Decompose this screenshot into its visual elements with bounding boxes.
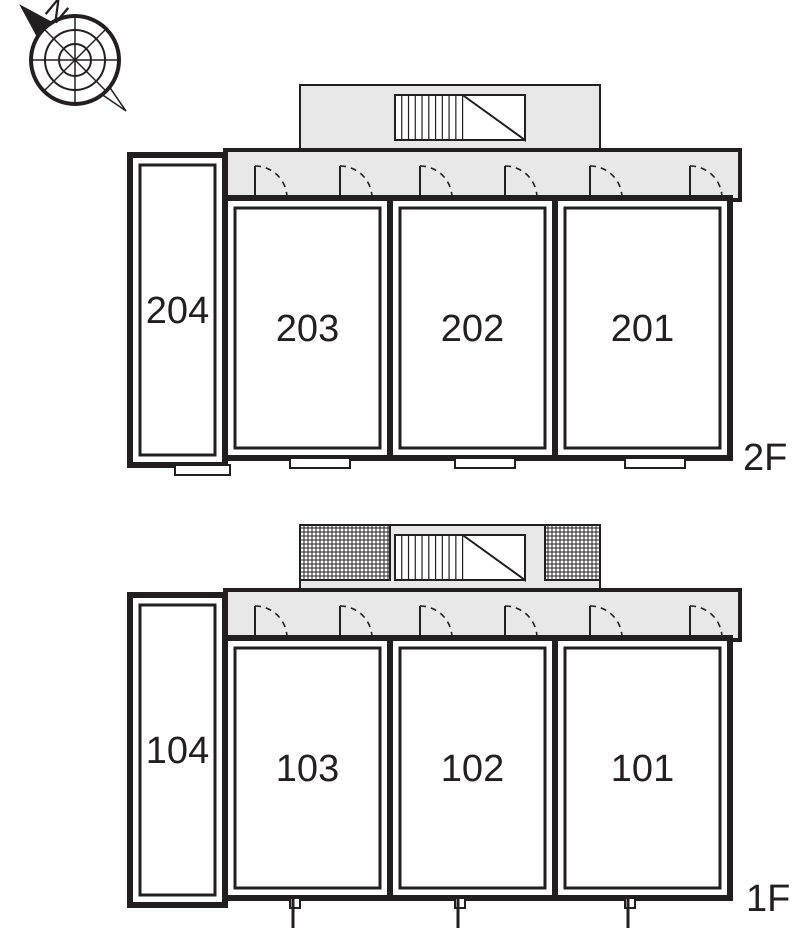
unit-203: 203	[225, 198, 390, 458]
unit-label: 104	[146, 730, 209, 772]
ventilation-grill	[300, 525, 390, 580]
unit-104: 104	[130, 595, 225, 905]
floor-label: 2F	[743, 437, 787, 479]
window-marker	[290, 458, 350, 468]
floor-plan-diagram: N2042032022012F1041031021011F	[0, 0, 800, 941]
window-marker	[175, 465, 230, 475]
unit-label: 102	[441, 748, 504, 790]
unit-102: 102	[390, 638, 555, 898]
unit-label: 204	[146, 290, 209, 332]
unit-103: 103	[225, 638, 390, 898]
staircase-icon	[395, 95, 525, 140]
corridor	[225, 590, 740, 640]
ventilation-grill	[545, 525, 600, 580]
unit-label: 201	[611, 308, 674, 350]
staircase-icon	[395, 535, 525, 580]
floor-label: 1F	[746, 878, 790, 920]
window-marker	[455, 458, 515, 468]
window-marker	[625, 458, 685, 468]
unit-202: 202	[390, 198, 555, 458]
unit-label: 101	[611, 748, 674, 790]
unit-label: 103	[276, 748, 339, 790]
unit-label: 203	[276, 308, 339, 350]
corridor	[225, 150, 740, 200]
unit-label: 202	[441, 308, 504, 350]
unit-204: 204	[130, 155, 225, 465]
unit-201: 201	[555, 198, 730, 458]
unit-101: 101	[555, 638, 730, 898]
